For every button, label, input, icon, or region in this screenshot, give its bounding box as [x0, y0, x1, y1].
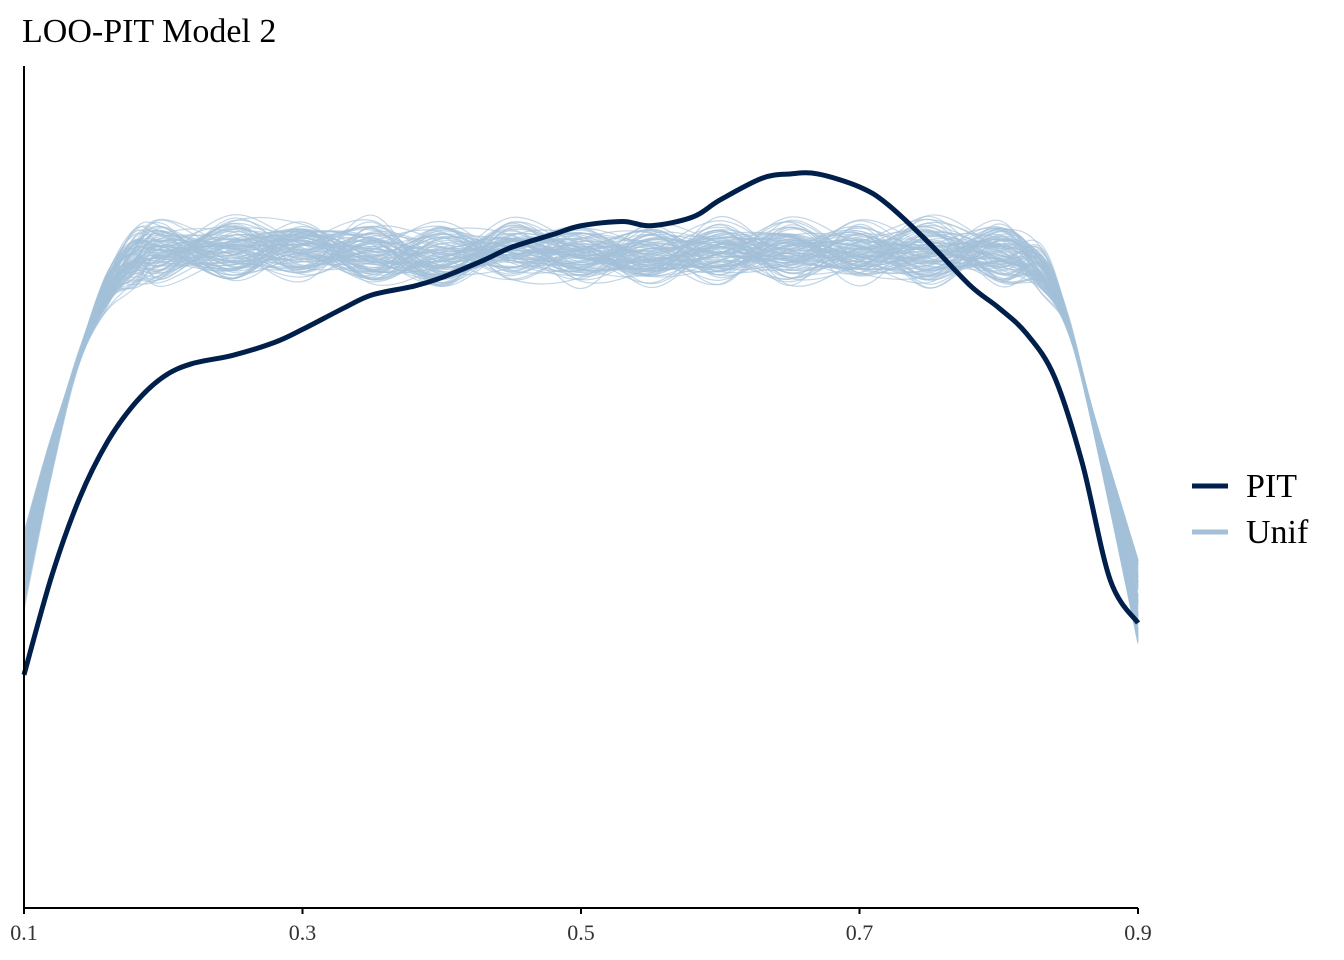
unif-draw-line	[23, 236, 1139, 603]
unif-draw-line	[23, 238, 1139, 590]
unif-draw-line	[23, 227, 1139, 588]
x-tick-label: 0.3	[289, 920, 317, 945]
x-axis-ticks: 0.1 0.3 0.5 0.7 0.9	[10, 908, 1152, 945]
unif-draw-line	[23, 237, 1139, 582]
unif-series-group	[23, 214, 1139, 644]
unif-draw-line	[23, 239, 1139, 625]
legend-unif-label: Unif	[1246, 514, 1309, 551]
x-tick-label: 0.5	[567, 920, 595, 945]
unif-draw-line	[23, 230, 1139, 629]
unif-draw-line	[23, 235, 1139, 616]
unif-draw-line	[23, 230, 1139, 641]
unif-draw-line	[23, 229, 1139, 578]
unif-draw-line	[23, 228, 1139, 631]
x-tick-label: 0.9	[1124, 920, 1152, 945]
unif-draw-line	[23, 239, 1139, 621]
unif-draw-line	[23, 228, 1139, 644]
unif-draw-line	[23, 230, 1139, 636]
x-tick-label: 0.7	[846, 920, 874, 945]
unif-draw-line	[23, 234, 1139, 617]
chart-title: LOO-PIT Model 2	[22, 13, 276, 50]
unif-draw-line	[23, 228, 1139, 582]
unif-draw-line	[23, 224, 1139, 611]
unif-draw-line	[23, 233, 1139, 636]
x-tick-label: 0.1	[10, 920, 38, 945]
unif-draw-line	[23, 232, 1139, 617]
unif-draw-line	[23, 233, 1139, 625]
unif-draw-line	[23, 237, 1139, 641]
unif-draw-line	[23, 235, 1139, 602]
unif-draw-line	[23, 222, 1139, 562]
unif-draw-line	[23, 234, 1139, 623]
unif-draw-line	[23, 239, 1139, 596]
unif-draw-line	[23, 233, 1139, 632]
unif-draw-line	[23, 224, 1139, 610]
unif-draw-line	[23, 234, 1139, 621]
unif-draw-line	[23, 235, 1139, 607]
pit-series-group	[21, 170, 1141, 676]
pit-line	[21, 170, 1141, 676]
unif-draw-line	[23, 225, 1139, 643]
unif-draw-line	[23, 219, 1139, 586]
unif-draw-line	[23, 233, 1139, 614]
legend: PIT Unif	[1192, 468, 1309, 551]
unif-draw-line	[23, 225, 1139, 600]
unif-draw-line	[23, 239, 1139, 584]
unif-draw-line	[23, 236, 1139, 596]
unif-draw-line	[23, 230, 1139, 639]
legend-pit-label: PIT	[1246, 468, 1297, 505]
unif-draw-line	[23, 230, 1139, 621]
